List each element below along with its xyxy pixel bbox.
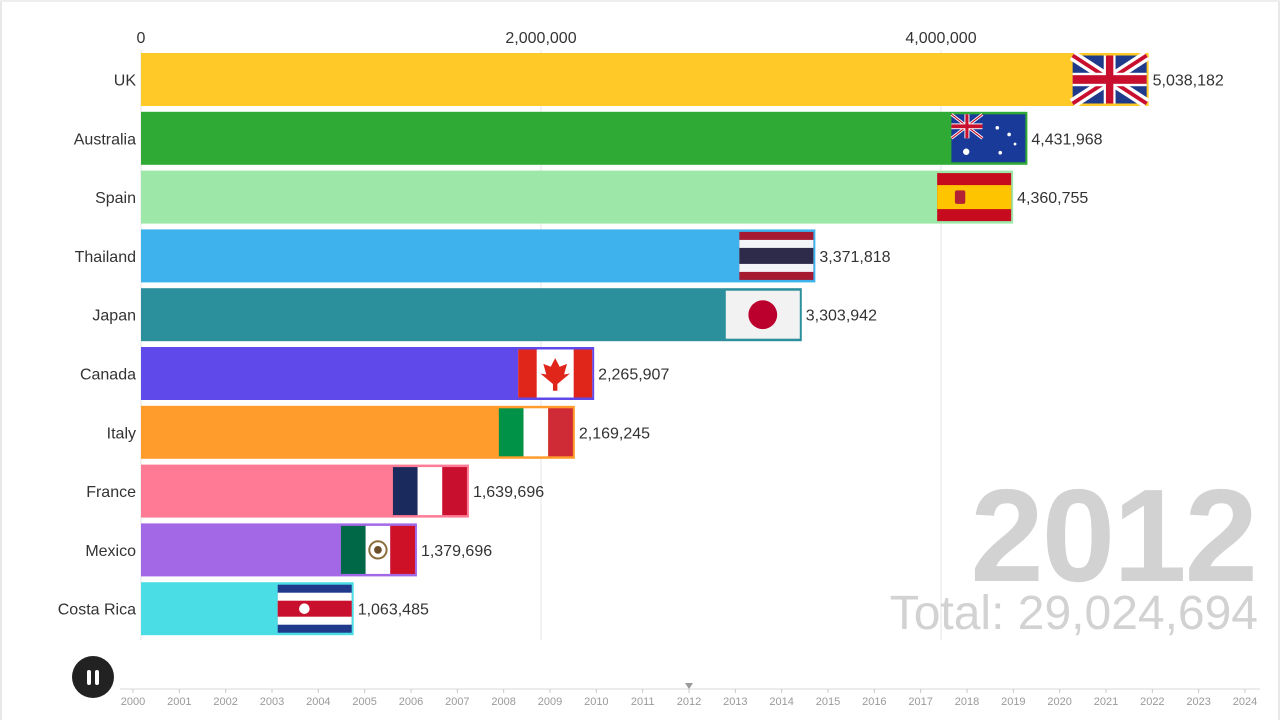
uk-flag-icon [1069, 51, 1150, 108]
value-label: 1,639,696 [473, 484, 544, 501]
category-label: Spain [95, 190, 136, 207]
timeline-year-label[interactable]: 2016 [862, 696, 886, 708]
timeline-year-label[interactable]: 2017 [908, 696, 932, 708]
bar [141, 288, 802, 342]
spain-flag-icon [937, 173, 1012, 222]
frame-edge-top [0, 0, 1280, 2]
timeline-year-label[interactable]: 2006 [399, 696, 423, 708]
costa-rica-flag-icon [277, 584, 352, 633]
x-tick-label: 4,000,000 [905, 30, 976, 47]
bar-row: Spain 4,360,755 [95, 170, 1088, 224]
total-display: Total: 29,024,694 [889, 587, 1258, 640]
category-label: UK [114, 73, 137, 90]
timeline-year-label[interactable]: 2007 [445, 696, 469, 708]
value-label: 5,038,182 [1153, 73, 1224, 90]
thailand-flag-icon [739, 231, 814, 280]
value-label: 1,063,485 [358, 602, 429, 619]
timeline-marker-icon[interactable] [685, 683, 693, 689]
bar-row: France 1,639,696 [86, 464, 544, 518]
mexico-flag-icon [340, 525, 415, 574]
bar-row: UK 5,038,182 [114, 51, 1224, 108]
timeline-year-label[interactable]: 2004 [306, 696, 330, 708]
bar [141, 111, 1028, 165]
timeline-year-label[interactable]: 2008 [491, 696, 515, 708]
bar [141, 229, 816, 283]
timeline-year-label[interactable]: 2018 [955, 696, 979, 708]
bar-row: Italy 2,169,245 [107, 405, 650, 459]
value-label: 2,169,245 [579, 425, 650, 442]
timeline-year-label[interactable]: 2003 [260, 696, 284, 708]
category-label: Japan [92, 308, 136, 325]
bar-chart: 0 2,000,000 4,000,000 UK 5,038,182 Australia 4… [58, 30, 1224, 640]
timeline-year-label[interactable]: 2024 [1233, 696, 1257, 708]
timeline-year-label[interactable]: 2001 [167, 696, 191, 708]
timeline-year-label[interactable]: 2022 [1140, 696, 1164, 708]
bar-row: Canada 2,265,907 [80, 347, 669, 400]
bar-row: Australia 4,431,968 [74, 111, 1103, 165]
category-label: Costa Rica [58, 602, 136, 619]
bar-row: Japan 3,303,942 [92, 288, 877, 342]
frame-edge-right [1278, 0, 1280, 720]
timeline-year-label[interactable]: 2023 [1186, 696, 1210, 708]
timeline-slider[interactable]: 2000 2001 2002 2003 2004 2005 2006 2007 2008 2009… [0, 680, 1280, 720]
value-label: 1,379,696 [421, 543, 492, 560]
bar-row: Mexico 1,379,696 [85, 523, 492, 577]
canada-flag-icon [518, 349, 593, 398]
timeline-year-label[interactable]: 2009 [538, 696, 562, 708]
bar [141, 53, 1149, 106]
category-label: Canada [80, 367, 136, 384]
pause-button[interactable] [72, 656, 114, 698]
timeline-year-label[interactable]: 2013 [723, 696, 747, 708]
timeline-year-label[interactable]: 2019 [1001, 696, 1025, 708]
timeline-year-label[interactable]: 2012 [677, 696, 701, 708]
category-label: Italy [107, 425, 136, 442]
australia-flag-icon [950, 113, 1026, 163]
timeline-year-label[interactable]: 2021 [1094, 696, 1118, 708]
x-tick-label: 0 [137, 30, 146, 47]
x-tick-label: 2,000,000 [505, 30, 576, 47]
category-label: Thailand [75, 249, 136, 266]
bar [141, 170, 1014, 224]
pause-icon [87, 669, 91, 685]
bar-row: Thailand 3,371,818 [75, 229, 891, 283]
timeline-year-label[interactable]: 2014 [769, 696, 793, 708]
value-label: 4,431,968 [1031, 131, 1102, 148]
timeline-year-label[interactable]: 2015 [816, 696, 840, 708]
timeline-year-label[interactable]: 2002 [213, 696, 237, 708]
pause-icon-bar [95, 669, 99, 685]
category-label: Mexico [85, 543, 136, 560]
timeline-year-label[interactable]: 2005 [352, 696, 376, 708]
japan-flag-icon [725, 290, 800, 339]
year-display: 2012 [970, 462, 1258, 609]
value-label: 3,371,818 [819, 249, 890, 266]
italy-flag-icon [498, 408, 573, 457]
category-label: France [86, 484, 136, 501]
france-flag-icon [392, 467, 467, 516]
timeline-year-label[interactable]: 2000 [121, 696, 145, 708]
value-label: 4,360,755 [1017, 190, 1088, 207]
timeline-year-label[interactable]: 2020 [1047, 696, 1071, 708]
category-label: Australia [74, 131, 136, 148]
frame-edge-left [0, 0, 2, 720]
timeline-year-label[interactable]: 2010 [584, 696, 608, 708]
bar-row: Costa Rica 1,063,485 [58, 582, 429, 636]
value-label: 2,265,907 [598, 367, 669, 384]
timeline-year-label[interactable]: 2011 [631, 696, 655, 708]
value-label: 3,303,942 [806, 308, 877, 325]
